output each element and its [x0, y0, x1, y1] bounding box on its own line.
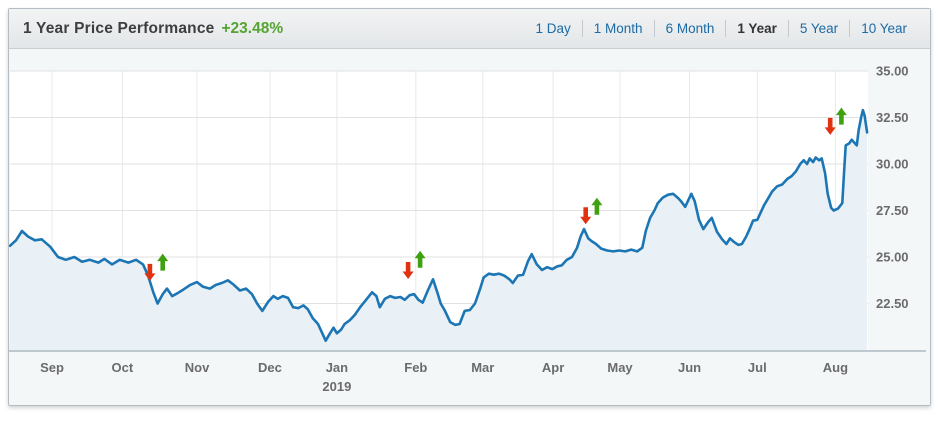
tab-separator — [581, 20, 583, 37]
range-tab-5-year[interactable]: 5 Year — [799, 21, 839, 36]
tab-separator — [787, 20, 789, 37]
up-arrow-icon — [414, 250, 426, 268]
price-chart-area[interactable]: 35.00 32.50 30.00 27.50 25.00 22.50 Sep Oct Nov D… — [9, 49, 930, 405]
x-axis-label: Apr — [542, 360, 564, 375]
y-axis-label: 22.50 — [876, 296, 909, 311]
price-performance-widget: 1 Year Price Performance +23.48% 1 Day 1 … — [8, 8, 931, 406]
y-axis-label: 27.50 — [876, 203, 909, 218]
range-tab-1-month[interactable]: 1 Month — [593, 21, 643, 36]
y-axis-label: 30.00 — [876, 157, 909, 172]
x-axis-label: May — [607, 360, 633, 375]
x-axis-label: Nov — [185, 360, 210, 375]
x-axis-label: Jul — [748, 360, 767, 375]
up-arrow-icon — [157, 253, 169, 271]
range-tab-1-day[interactable]: 1 Day — [535, 21, 571, 36]
range-tab-6-month[interactable]: 6 Month — [665, 21, 715, 36]
y-axis-label: 25.00 — [876, 250, 909, 265]
tab-separator — [653, 20, 655, 37]
price-area-fill — [10, 110, 868, 350]
down-arrow-icon — [580, 207, 592, 225]
tab-separator — [849, 20, 851, 37]
range-tab-10-year[interactable]: 10 Year — [861, 21, 907, 36]
x-axis-label: Feb — [404, 360, 427, 375]
y-axis-label: 32.50 — [876, 110, 909, 125]
chart-canvas[interactable]: 35.00 32.50 30.00 27.50 25.00 22.50 Sep Oct Nov D… — [9, 49, 928, 403]
x-axis-year-label: 2019 — [322, 379, 351, 394]
price-line — [9, 108, 869, 342]
x-axis-label: Dec — [258, 360, 282, 375]
down-arrow-icon — [824, 117, 836, 135]
x-axis-label: Oct — [112, 360, 134, 375]
down-arrow-icon — [144, 263, 156, 281]
down-arrow-icon — [402, 262, 414, 279]
y-axis-label: 35.00 — [876, 64, 909, 79]
x-axis-label: Aug — [823, 360, 848, 375]
range-tabs: 1 Day 1 Month 6 Month 1 Year 5 Year 10 Year — [525, 20, 919, 37]
x-axis-label: Sep — [40, 360, 64, 375]
x-axis-label: Jan — [326, 360, 348, 375]
widget-title: 1 Year Price Performance — [23, 19, 215, 37]
range-tab-1-year[interactable]: 1 Year — [737, 21, 777, 36]
up-arrow-icon — [835, 107, 847, 125]
widget-header: 1 Year Price Performance +23.48% 1 Day 1 … — [9, 9, 930, 49]
up-arrow-icon — [591, 197, 603, 215]
x-axis-label: Mar — [471, 360, 494, 375]
x-axis-label: Jun — [678, 360, 701, 375]
performance-change: +23.48% — [221, 19, 284, 37]
tab-separator — [725, 20, 727, 37]
